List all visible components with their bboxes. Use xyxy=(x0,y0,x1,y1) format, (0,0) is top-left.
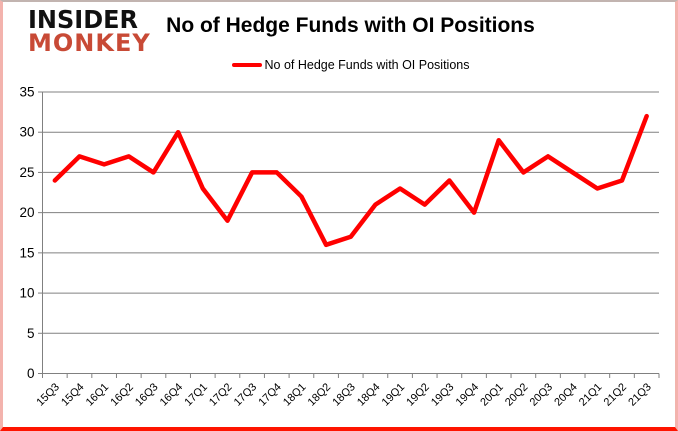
x-tick-label: 21Q3 xyxy=(626,381,654,409)
x-tick-label: 19Q3 xyxy=(429,381,457,409)
legend: No of Hedge Funds with OI Positions xyxy=(42,58,659,72)
y-tick-label: 35 xyxy=(19,85,34,100)
x-tick-label: 16Q2 xyxy=(108,381,136,409)
x-tick-label: 18Q3 xyxy=(330,381,358,409)
x-tick-label: 19Q4 xyxy=(454,381,482,409)
series-line xyxy=(52,113,649,248)
x-tick-label: 17Q2 xyxy=(207,381,235,409)
x-tick-label: 21Q1 xyxy=(577,381,605,409)
x-tick-label: 16Q1 xyxy=(84,381,112,409)
insider-monkey-logo: INSIDER MONKEY xyxy=(28,5,151,57)
x-tick-label: 16Q4 xyxy=(158,381,186,409)
y-tick-label: 0 xyxy=(27,366,35,381)
x-tick-label: 17Q3 xyxy=(232,381,260,409)
x-tick-label: 18Q4 xyxy=(355,381,383,409)
legend-line-swatch xyxy=(231,63,262,67)
x-tick-label: 19Q1 xyxy=(380,381,408,409)
x-tick-label: 15Q3 xyxy=(34,381,62,409)
x-tick-label: 18Q2 xyxy=(306,381,334,409)
legend-label: No of Hedge Funds with OI Positions xyxy=(264,58,470,72)
x-tick-label: 16Q3 xyxy=(133,381,161,409)
x-tick-label: 17Q4 xyxy=(256,381,284,409)
x-tick-label: 20Q4 xyxy=(552,381,580,409)
y-tick-label: 20 xyxy=(19,205,34,220)
chart-svg: 0510152025303515Q315Q416Q116Q216Q316Q417… xyxy=(19,85,660,409)
x-tick-label: 17Q1 xyxy=(182,381,210,409)
x-tick-label: 20Q3 xyxy=(528,381,556,409)
x-tick-label: 20Q1 xyxy=(478,381,506,409)
x-tick-label: 19Q2 xyxy=(404,381,432,409)
logo-line-monkey: MONKEY xyxy=(28,29,151,57)
y-tick-label: 30 xyxy=(19,125,34,140)
x-tick-label: 15Q4 xyxy=(59,381,87,409)
y-tick-label: 5 xyxy=(27,326,35,341)
x-tick-label: 20Q2 xyxy=(503,381,531,409)
x-tick-label: 18Q1 xyxy=(281,381,309,409)
y-tick-label: 10 xyxy=(19,286,34,301)
logo-line-insider: INSIDER xyxy=(28,5,139,35)
y-tick-label: 25 xyxy=(19,165,34,180)
chart-title: No of Hedge Funds with OI Positions xyxy=(166,14,535,37)
y-tick-label: 15 xyxy=(19,245,34,260)
x-tick-label: 21Q2 xyxy=(602,381,630,409)
